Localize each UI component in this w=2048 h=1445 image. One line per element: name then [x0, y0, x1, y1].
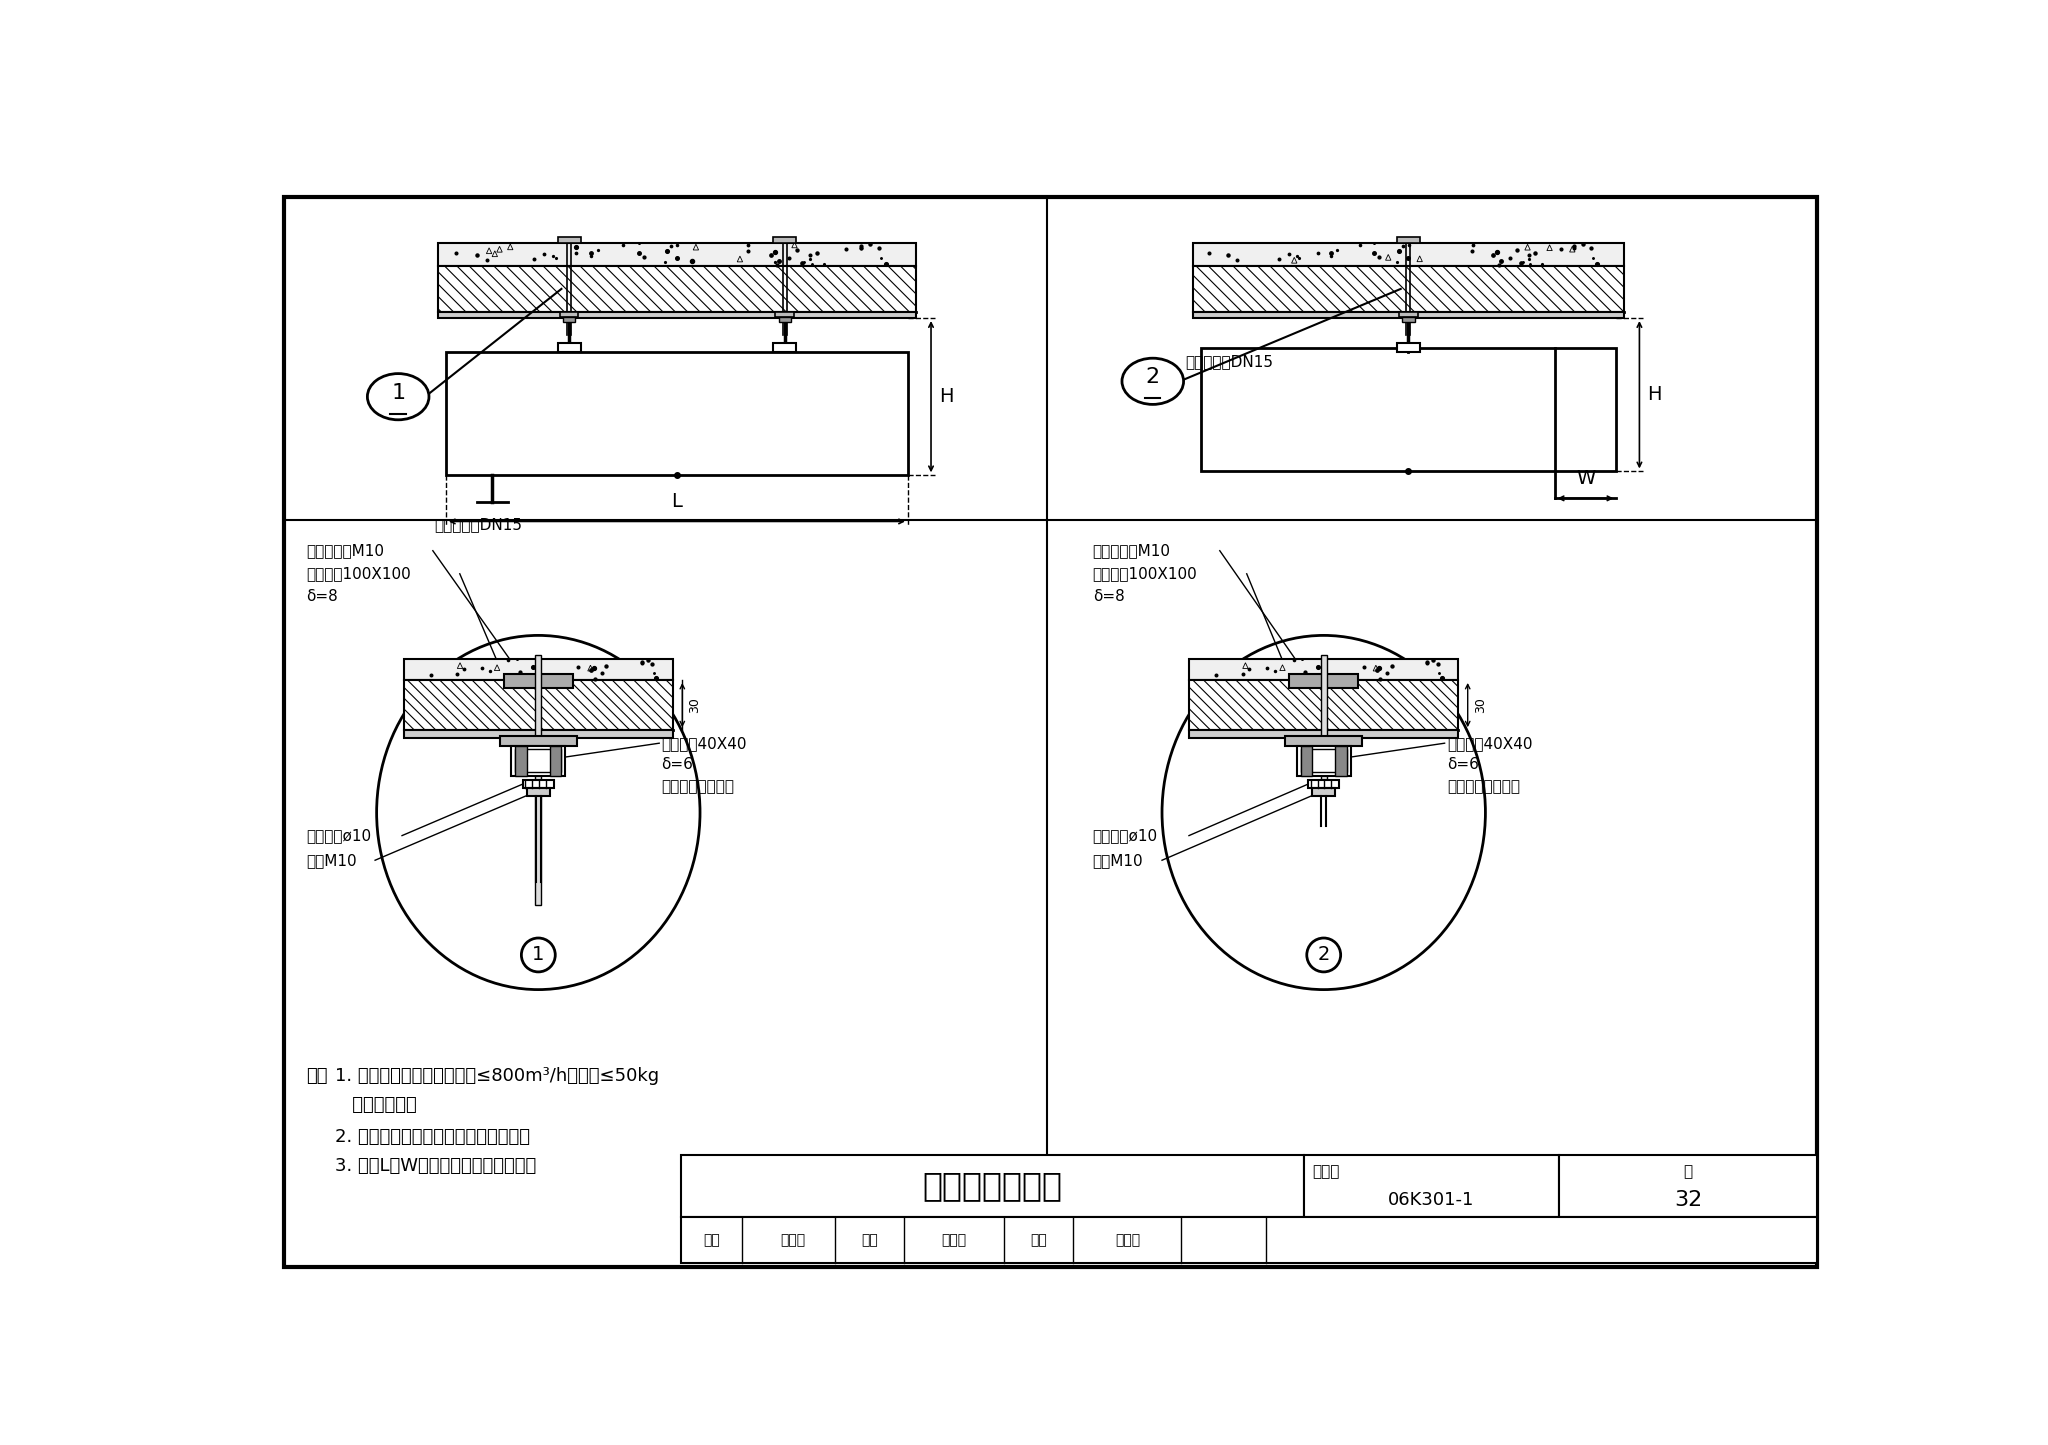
Bar — [438, 243, 915, 266]
Text: 设计: 设计 — [1030, 1233, 1047, 1247]
Text: 3. 图中L和W分别为机组长和宽尺寸。: 3. 图中L和W分别为机组长和宽尺寸。 — [336, 1157, 537, 1175]
Text: 随机配备的吠装件: 随机配备的吠装件 — [1448, 779, 1520, 793]
Bar — [680, 1217, 1817, 1263]
Text: 冷凝排水管DN15: 冷凝排水管DN15 — [1186, 354, 1274, 370]
Text: 06K301-1: 06K301-1 — [1389, 1191, 1475, 1209]
Bar — [563, 318, 575, 322]
Text: 橡胶垫片40X40: 橡胶垫片40X40 — [1448, 736, 1532, 751]
Bar — [516, 750, 561, 773]
Bar — [1397, 342, 1419, 353]
Bar — [403, 659, 674, 681]
Ellipse shape — [1161, 636, 1485, 990]
Text: 30: 30 — [688, 696, 702, 712]
Text: 30: 30 — [1475, 696, 1487, 712]
Bar — [1397, 237, 1419, 243]
Bar — [1190, 659, 1458, 681]
Text: 螺栓、螺帿M10: 螺栓、螺帿M10 — [305, 543, 383, 558]
Circle shape — [1307, 938, 1341, 972]
Text: δ=8: δ=8 — [305, 590, 338, 604]
Text: 2: 2 — [1145, 367, 1159, 387]
Text: 预埋锂板100X100: 预埋锂板100X100 — [305, 566, 410, 581]
Bar — [1305, 1155, 1559, 1217]
Text: 1. 本安装方式适用于新风量≤800m³/h，重量≤50kg: 1. 本安装方式适用于新风量≤800m³/h，重量≤50kg — [336, 1066, 659, 1085]
Bar — [778, 318, 791, 322]
Text: 吠顶式板下贴装: 吠顶式板下贴装 — [922, 1169, 1063, 1202]
Text: 审核: 审核 — [702, 1233, 721, 1247]
Bar — [403, 681, 674, 730]
Text: δ=6: δ=6 — [662, 757, 694, 772]
Bar — [1296, 746, 1352, 776]
Bar — [1309, 780, 1339, 788]
Bar — [557, 237, 582, 243]
Text: W: W — [1575, 468, 1595, 487]
Bar — [1192, 243, 1624, 266]
Bar — [522, 780, 553, 788]
Bar — [1190, 730, 1458, 738]
Text: δ=6: δ=6 — [1448, 757, 1479, 772]
Text: 2: 2 — [1317, 945, 1329, 964]
Text: 图集号: 图集号 — [1313, 1165, 1339, 1179]
Ellipse shape — [377, 636, 700, 990]
Bar — [1286, 737, 1362, 746]
Text: 李运学: 李运学 — [780, 1233, 805, 1247]
Text: δ=8: δ=8 — [1094, 590, 1124, 604]
Bar — [680, 1155, 1305, 1217]
Bar — [1192, 312, 1624, 318]
Bar — [557, 342, 582, 353]
Text: 弹簧垫圈ø10: 弹簧垫圈ø10 — [305, 828, 371, 842]
Text: 的所有机型。: 的所有机型。 — [336, 1095, 418, 1114]
Text: 随机配备的吠装件: 随机配备的吠装件 — [662, 779, 735, 793]
Text: 校对: 校对 — [860, 1233, 879, 1247]
Bar — [1200, 348, 1616, 471]
Bar — [438, 266, 915, 312]
Text: 螺母M10: 螺母M10 — [305, 853, 356, 868]
Text: 32: 32 — [1673, 1189, 1702, 1209]
Text: H: H — [1647, 386, 1661, 405]
Bar — [1300, 746, 1313, 776]
Bar — [1403, 318, 1415, 322]
Bar — [1300, 750, 1348, 773]
Text: 橡胶垫片40X40: 橡胶垫片40X40 — [662, 736, 748, 751]
Text: 邹永庆: 邹永庆 — [942, 1233, 967, 1247]
Bar — [776, 312, 795, 318]
Text: 螺栓、螺帿M10: 螺栓、螺帿M10 — [1094, 543, 1171, 558]
Bar — [516, 746, 526, 776]
Bar — [500, 737, 578, 746]
Bar — [1288, 673, 1358, 688]
Bar — [526, 788, 549, 796]
Bar — [1335, 746, 1348, 776]
Bar — [535, 655, 541, 905]
Bar — [446, 353, 907, 475]
Text: 1: 1 — [532, 945, 545, 964]
Bar — [774, 237, 797, 243]
Text: 冷凝排水管DN15: 冷凝排水管DN15 — [434, 517, 522, 533]
Bar — [512, 746, 565, 776]
Bar — [1192, 266, 1624, 312]
Ellipse shape — [1122, 358, 1184, 405]
Bar — [504, 673, 573, 688]
Circle shape — [522, 938, 555, 972]
Text: 弹簧垫圈ø10: 弹簧垫圈ø10 — [1094, 828, 1157, 842]
Text: L: L — [672, 491, 682, 510]
Text: 注：: 注： — [305, 1066, 328, 1085]
Bar — [403, 730, 674, 738]
Bar — [1190, 681, 1458, 730]
Bar — [559, 312, 578, 318]
Text: 1: 1 — [391, 383, 406, 403]
Bar — [774, 342, 797, 353]
Text: 螺母M10: 螺母M10 — [1094, 853, 1143, 868]
Text: 2. 本安装方式不适用于顶层顶板安装。: 2. 本安装方式不适用于顶层顶板安装。 — [336, 1129, 530, 1146]
Bar — [549, 746, 561, 776]
Text: 页: 页 — [1683, 1165, 1692, 1179]
Bar — [1399, 312, 1417, 318]
Bar — [1313, 788, 1335, 796]
Bar — [1559, 1155, 1817, 1217]
Bar — [438, 312, 915, 318]
Text: H: H — [938, 387, 952, 406]
Text: 栖长辉: 栖长辉 — [1114, 1233, 1141, 1247]
Text: 预埋锂板100X100: 预埋锂板100X100 — [1094, 566, 1198, 581]
Ellipse shape — [367, 374, 428, 420]
Bar — [1321, 655, 1327, 780]
